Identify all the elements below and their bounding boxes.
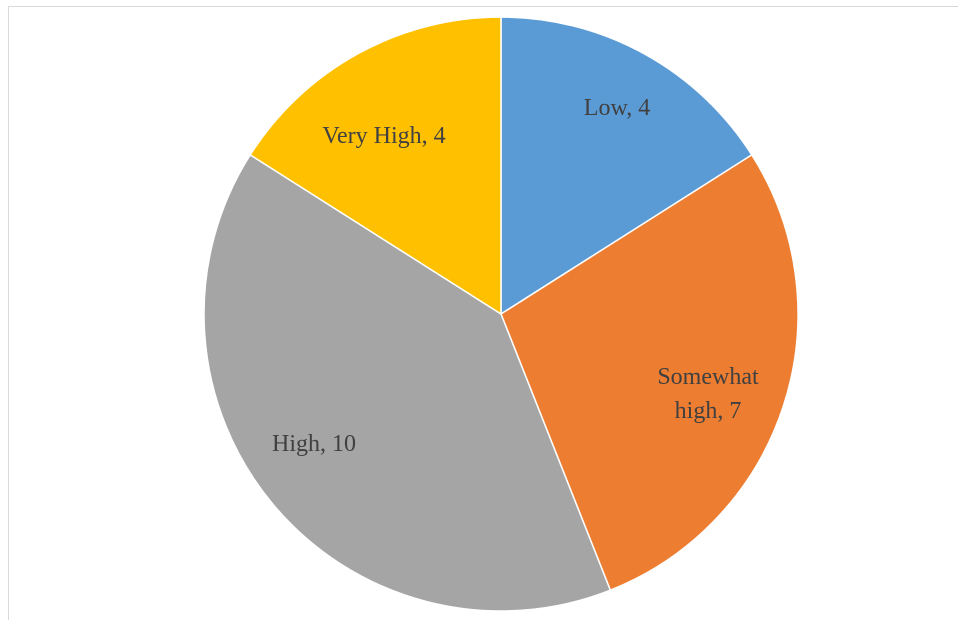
pie-slice-somewhat-high: [500, 153, 799, 592]
data-label-low: Low, 4: [584, 95, 650, 121]
pie-slice-very-high: [249, 16, 502, 316]
data-label-somewhat-high: Somewhat high, 7: [657, 364, 759, 424]
pie-labels: Low, 4 Somewhat high, 7 High, 10 Very High, …: [272, 95, 759, 457]
data-label-high: High, 10: [272, 431, 356, 457]
chart-area: [8, 6, 958, 620]
pie-slice-high: [203, 153, 612, 612]
data-label-very-high: Very High, 4: [322, 123, 445, 149]
pie-slice-low: [500, 16, 753, 316]
pie-slices: [203, 16, 799, 612]
